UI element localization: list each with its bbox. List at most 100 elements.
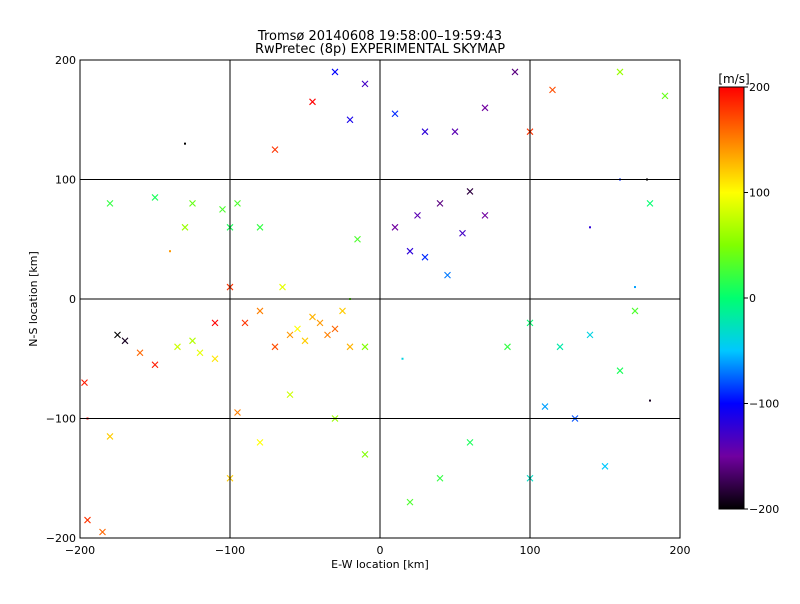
x-marker-point xyxy=(511,68,519,76)
x-marker-point xyxy=(211,319,219,327)
x-marker-point xyxy=(219,205,226,213)
colorbar-ticks: 200 100 0 −100 −200 xyxy=(744,81,779,516)
x-marker-point xyxy=(646,200,654,207)
x-marker-point xyxy=(601,462,609,470)
x-axis-ticks: −200 −100 0 100 200 xyxy=(65,544,691,557)
x-marker-point xyxy=(451,128,459,136)
x-marker-point xyxy=(99,528,106,536)
x-marker-point xyxy=(346,343,354,351)
x-marker-point xyxy=(151,194,159,201)
x-marker-point xyxy=(196,349,204,357)
y-axis-label: N-S location [km] xyxy=(27,251,40,347)
x-marker-point xyxy=(189,337,196,345)
x-marker-point xyxy=(466,188,474,195)
x-marker-point xyxy=(174,343,181,351)
x-marker-point xyxy=(309,98,316,106)
x-marker-point xyxy=(234,409,241,416)
x-marker-point xyxy=(361,450,369,458)
x-marker-point xyxy=(421,128,429,136)
colorbar-tick-label: 0 xyxy=(749,292,756,305)
x-marker-point xyxy=(234,200,241,207)
x-marker-point xyxy=(81,379,88,387)
x-marker-point xyxy=(136,349,144,357)
x-marker-point xyxy=(361,343,369,351)
x-marker-point xyxy=(211,355,219,363)
x-marker-point xyxy=(354,235,361,243)
x-marker-point xyxy=(466,439,474,446)
x-marker-point xyxy=(556,343,564,351)
x-marker-point xyxy=(256,439,264,446)
x-marker-point xyxy=(414,211,421,219)
colorbar-tick-label: −100 xyxy=(749,398,779,411)
x-marker-point xyxy=(316,319,324,327)
x-marker-point xyxy=(181,223,189,231)
x-marker-point xyxy=(286,391,294,398)
x-marker-point xyxy=(436,474,444,482)
x-tick-label: 100 xyxy=(520,544,541,557)
x-marker-point xyxy=(586,331,594,339)
x-marker-point xyxy=(631,307,639,315)
x-marker-point xyxy=(301,337,309,345)
y-tick-label: −100 xyxy=(46,413,76,426)
x-marker-point xyxy=(481,211,489,219)
y-tick-label: −200 xyxy=(46,532,76,545)
x-marker-point xyxy=(346,116,354,124)
dot-marker-point xyxy=(184,142,186,145)
x-marker-point xyxy=(286,331,294,339)
x-marker-point xyxy=(331,68,339,76)
x-marker-point xyxy=(279,283,286,291)
x-tick-label: −100 xyxy=(215,544,245,557)
x-marker-point xyxy=(331,325,339,333)
colorbar-gradient xyxy=(718,86,745,510)
x-marker-point xyxy=(459,229,466,237)
x-marker-point xyxy=(324,331,331,339)
x-marker-point xyxy=(391,110,399,118)
x-tick-label: 200 xyxy=(670,544,691,557)
dot-marker-point xyxy=(169,250,171,253)
x-marker-point xyxy=(361,80,369,88)
chart-subtitle: RwPretec (8p) EXPERIMENTAL SKYMAP xyxy=(255,42,505,57)
x-marker-point xyxy=(106,200,114,207)
x-marker-point xyxy=(661,92,669,100)
x-marker-point xyxy=(256,307,264,315)
x-tick-label: 0 xyxy=(377,544,384,557)
x-marker-point xyxy=(444,271,451,279)
dot-marker-point xyxy=(589,226,591,229)
x-marker-point xyxy=(256,223,264,231)
y-tick-label: 0 xyxy=(69,293,76,306)
scatter-points xyxy=(81,68,669,536)
x-marker-point xyxy=(114,331,121,339)
x-marker-point xyxy=(436,200,444,207)
chart-title: Tromsø 20140608 19:58:00–19:59:43 xyxy=(257,29,502,44)
grid-lines xyxy=(80,60,680,538)
colorbar: [m/s] 200 100 0 −100 −200 xyxy=(718,72,779,516)
x-marker-point xyxy=(504,343,511,351)
x-marker-point xyxy=(106,433,114,440)
x-tick-label: −200 xyxy=(65,544,95,557)
x-marker-point xyxy=(151,361,159,369)
dot-marker-point xyxy=(634,286,636,289)
x-marker-point xyxy=(616,68,624,76)
x-marker-point xyxy=(391,223,399,231)
colorbar-tick-label: 200 xyxy=(749,81,770,94)
x-marker-point xyxy=(271,146,279,154)
colorbar-tick-label: 100 xyxy=(749,187,770,200)
x-marker-point xyxy=(406,247,414,255)
x-marker-point xyxy=(121,337,129,345)
x-marker-point xyxy=(406,498,414,506)
x-marker-point xyxy=(421,253,429,261)
y-tick-label: 100 xyxy=(55,174,76,187)
x-axis-label: E-W location [km] xyxy=(331,558,429,571)
colorbar-label: [m/s] xyxy=(718,72,749,86)
x-marker-point xyxy=(339,307,346,315)
x-marker-point xyxy=(189,200,196,207)
x-marker-point xyxy=(294,325,301,333)
x-marker-point xyxy=(84,516,91,524)
y-axis-ticks: −200 −100 0 100 200 xyxy=(46,54,76,545)
x-marker-point xyxy=(481,104,489,112)
colorbar-tick-label: −200 xyxy=(749,503,779,516)
x-marker-point xyxy=(541,403,549,410)
dot-marker-point xyxy=(649,399,651,402)
